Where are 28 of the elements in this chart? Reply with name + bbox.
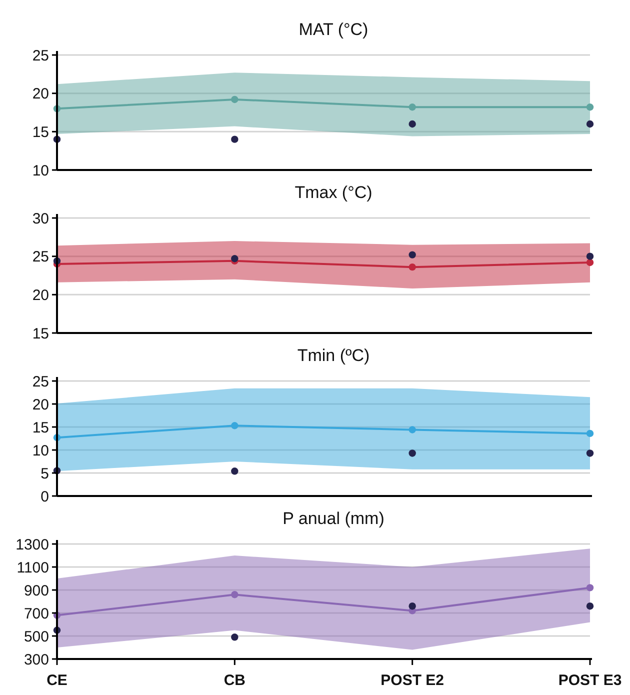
chart-title: Tmin (ºC)	[297, 346, 370, 365]
y-tick-label: 25	[32, 373, 49, 390]
y-tick-label: 20	[32, 286, 49, 304]
y-tick-label: 1300	[16, 536, 49, 554]
x-tick-label: CB	[224, 672, 246, 689]
chart-title: MAT (°C)	[298, 20, 368, 39]
x-tick-label: POST E2	[380, 672, 444, 689]
y-tick-label: 700	[24, 605, 49, 622]
y-tick-label: 0	[40, 488, 49, 506]
chart-title: P anual (mm)	[282, 509, 384, 528]
y-tick-label: 25	[32, 47, 49, 64]
chart-title: Tmax (°C)	[294, 183, 372, 202]
y-tick-label: 1100	[16, 559, 49, 576]
y-tick-label: 25	[32, 248, 49, 266]
y-tick-label: 15	[32, 325, 49, 342]
y-tick-label: 15	[32, 419, 49, 436]
y-tick-label: 10	[32, 162, 49, 180]
y-tick-label: 30	[32, 210, 49, 228]
y-tick-label: 500	[24, 628, 49, 646]
y-tick-label: 10	[32, 442, 49, 460]
y-tick-label: 300	[24, 651, 49, 668]
y-tick-label: 20	[32, 86, 49, 103]
x-tick-label: CE	[46, 672, 68, 689]
y-tick-label: 5	[40, 465, 49, 482]
y-tick-label: 20	[32, 396, 49, 414]
y-tick-label: 900	[24, 582, 49, 600]
x-tick-label: POST E3	[558, 672, 622, 689]
y-tick-label: 15	[32, 124, 49, 141]
